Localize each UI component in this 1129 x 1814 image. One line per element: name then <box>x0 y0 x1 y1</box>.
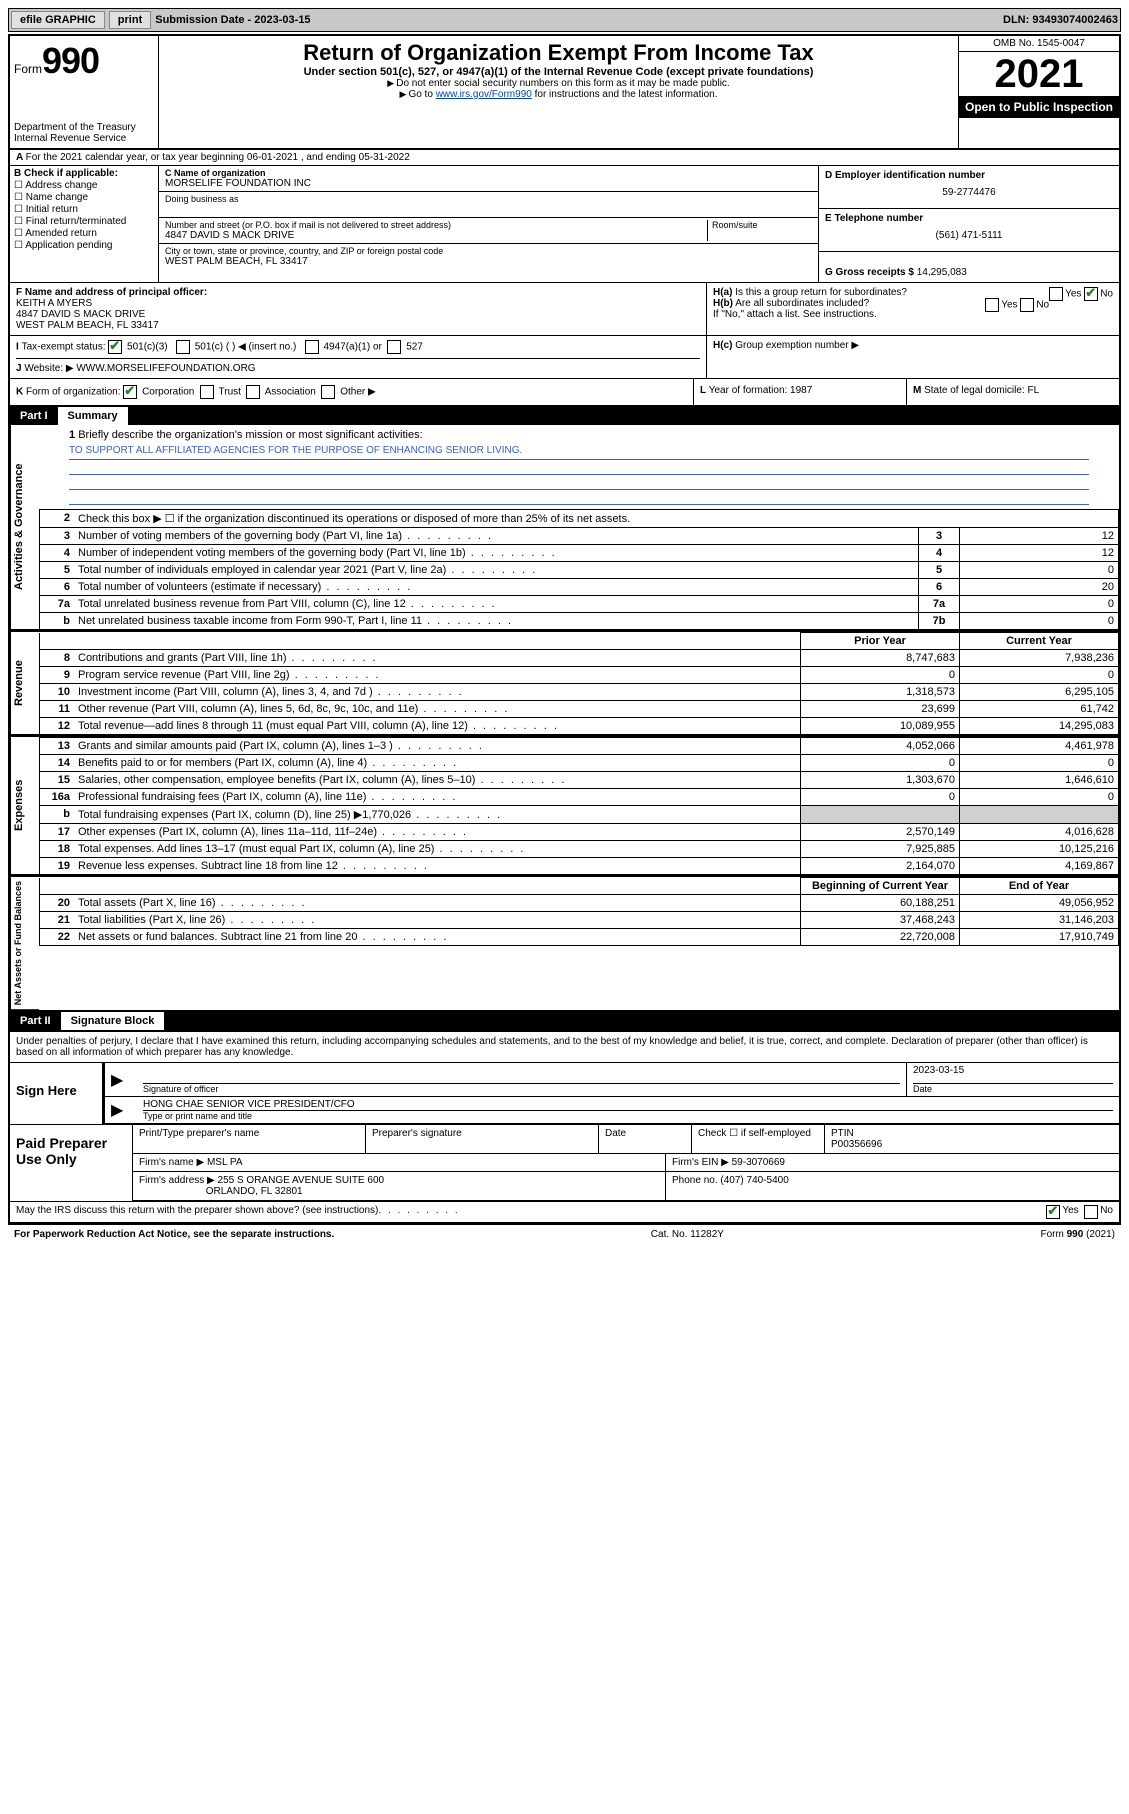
mission-q: 1 Briefly describe the organization's mi… <box>39 425 1119 441</box>
mission-text: TO SUPPORT ALL AFFILIATED AGENCIES FOR T… <box>69 445 1089 460</box>
revenue-table: Prior YearCurrent Year8Contributions and… <box>39 632 1119 735</box>
firm-ein: 59-3070669 <box>732 1157 785 1168</box>
header-right: OMB No. 1545-0047 2021 Open to Public In… <box>958 36 1119 148</box>
room-label: Room/suite <box>712 220 812 230</box>
form-990: Form990 Department of the Treasury Inter… <box>8 34 1121 1224</box>
org-name: C Name of organization MORSELIFE FOUNDAT… <box>159 166 818 192</box>
arrow-icon: ▶ <box>103 1063 137 1096</box>
header-title: Return of Organization Exempt From Incom… <box>159 36 958 148</box>
vlabel-netassets: Net Assets or Fund Balances <box>10 877 39 1010</box>
penalties-text: Under penalties of perjury, I declare th… <box>10 1032 1119 1062</box>
header-left: Form990 Department of the Treasury Inter… <box>10 36 159 148</box>
vlabel-revenue: Revenue <box>10 632 39 735</box>
irs-link[interactable]: www.irs.gov/Form990 <box>436 89 532 100</box>
firm-ein-label: Firm's EIN ▶ <box>672 1157 729 1168</box>
paid-preparer-label: Paid Preparer Use Only <box>10 1125 133 1201</box>
tax-exempt-status: I Tax-exempt status: 501(c)(3) 501(c) ( … <box>10 336 706 378</box>
part-i-header: Part I Summary <box>10 407 1119 425</box>
sign-here-label: Sign Here <box>10 1063 102 1124</box>
firm-phone-label: Phone no. <box>672 1175 718 1186</box>
city-label: City or town, state or province, country… <box>165 246 812 256</box>
governance-table: 2Check this box ▶ ☐ if the organization … <box>39 509 1119 630</box>
footer: For Paperwork Reduction Act Notice, see … <box>8 1224 1121 1244</box>
may-discuss-row: May the IRS discuss this return with the… <box>10 1201 1119 1222</box>
ptin: P00356696 <box>831 1139 882 1150</box>
subdate-label: Submission Date - 2023-03-15 <box>155 14 310 26</box>
expenses-table: 13Grants and similar amounts paid (Part … <box>39 737 1119 875</box>
part-ii-header: Part II Signature Block <box>10 1012 1119 1030</box>
officer-name: HONG CHAE SENIOR VICE PRESIDENT/CFO <box>143 1099 1113 1111</box>
preparer-date-hdr: Date <box>599 1125 692 1153</box>
form-of-org: K Form of organization: Corporation Trus… <box>10 379 693 405</box>
firm-phone: (407) 740-5400 <box>720 1175 788 1186</box>
vlabel-expenses: Expenses <box>10 737 39 875</box>
gross-receipts: G Gross receipts $ 14,295,083 <box>819 252 1119 282</box>
firm-name: MSL PA <box>207 1157 243 1168</box>
firm-addr-label: Firm's address ▶ <box>139 1175 215 1186</box>
dln: DLN: 93493074002463 <box>1003 14 1118 26</box>
street-label: Number and street (or P.O. box if mail i… <box>165 220 707 230</box>
print-button[interactable]: print <box>109 11 151 29</box>
preparer-name-hdr: Print/Type preparer's name <box>133 1125 366 1153</box>
self-employed: Check ☐ if self-employed <box>692 1125 825 1153</box>
street: 4847 DAVID S MACK DRIVE <box>165 230 707 241</box>
netassets-table: Beginning of Current YearEnd of Year20To… <box>39 877 1119 946</box>
officer-name-label: Type or print name and title <box>143 1111 1113 1121</box>
state-domicile: M State of legal domicile: FL <box>906 379 1119 405</box>
group-return: H(a) Is this a group return for subordin… <box>706 283 1119 335</box>
phone: E Telephone number (561) 471-5111 <box>819 209 1119 252</box>
dba-label: Doing business as <box>165 194 812 204</box>
firm-addr2: ORLANDO, FL 32801 <box>206 1186 303 1197</box>
preparer-sig-hdr: Preparer's signature <box>366 1125 599 1153</box>
sig-date: 2023-03-15 <box>913 1065 1113 1084</box>
col-b-checkboxes: B Check if applicable: ☐ Address change … <box>10 166 159 282</box>
firm-addr: 255 S ORANGE AVENUE SUITE 600 <box>218 1175 385 1186</box>
ptin-label: PTIN <box>831 1128 854 1139</box>
city: WEST PALM BEACH, FL 33417 <box>165 256 812 267</box>
group-exemption: H(c) Group exemption number ▶ <box>706 336 1119 378</box>
row-a-tax-year: A For the 2021 calendar year, or tax yea… <box>10 150 1119 166</box>
principal-officer: F Name and address of principal officer:… <box>10 283 706 335</box>
sig-officer-label: Signature of officer <box>143 1084 900 1094</box>
ein: D Employer identification number 59-2774… <box>819 166 1119 209</box>
efile-button[interactable]: efile GRAPHIC <box>11 11 105 29</box>
sig-date-label: Date <box>913 1084 1113 1094</box>
arrow-icon: ▶ <box>103 1097 137 1123</box>
year-formation: L Year of formation: 1987 <box>693 379 906 405</box>
topbar: efile GRAPHIC print Submission Date - 20… <box>8 8 1121 32</box>
vlabel-governance: Activities & Governance <box>10 425 39 630</box>
firm-label: Firm's name ▶ <box>139 1157 204 1168</box>
